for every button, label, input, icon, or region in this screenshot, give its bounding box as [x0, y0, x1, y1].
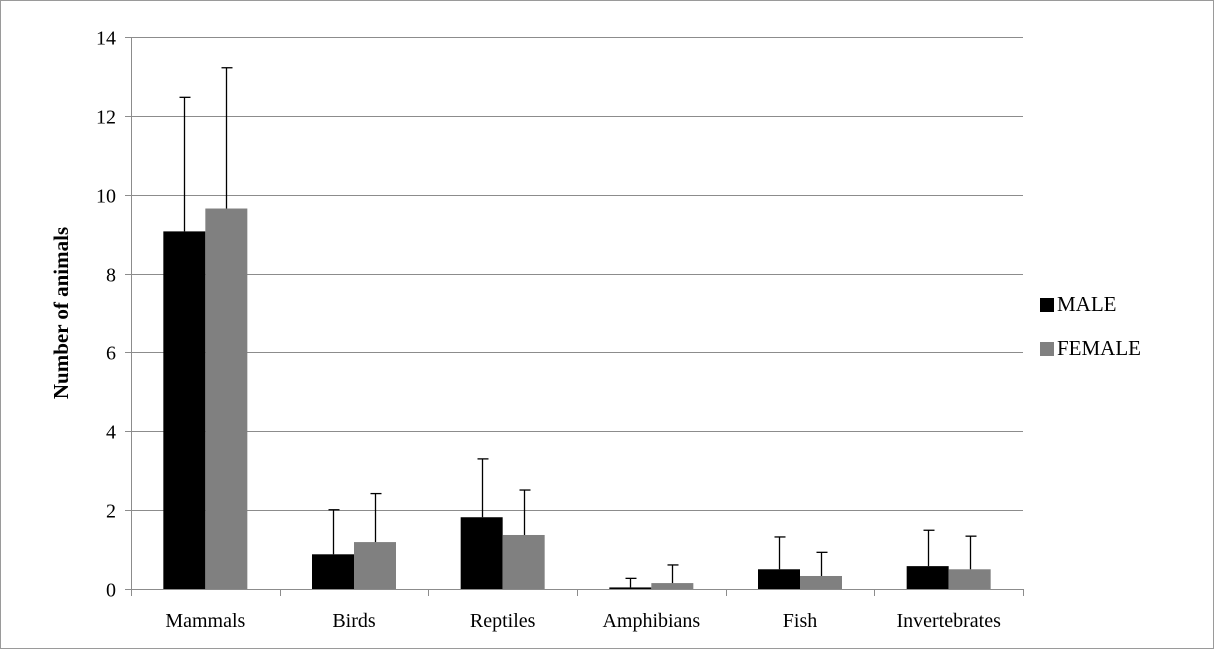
- x-category-label: Birds: [332, 610, 376, 632]
- y-tick-label: 2: [106, 501, 116, 523]
- bar-male: [758, 569, 800, 589]
- legend-swatch-female: [1040, 342, 1054, 356]
- axes: [125, 37, 1024, 596]
- x-category-label: Reptiles: [470, 610, 536, 632]
- bar-female: [502, 534, 545, 589]
- y-tick-label: 6: [106, 343, 116, 365]
- x-category-label: Invertebrates: [896, 610, 1001, 632]
- bar-female: [205, 208, 248, 589]
- legend-label-female: FEMALE: [1057, 336, 1141, 360]
- y-tick-label: 8: [106, 265, 116, 287]
- axis-labels: 0 2 4 6 8 10 12 14 Mammals Birds Reptiles Amphibian…: [96, 28, 1001, 633]
- bar-female: [948, 569, 991, 589]
- legend-swatch-male: [1040, 298, 1054, 312]
- bar-male: [609, 587, 652, 589]
- bars: [163, 208, 991, 589]
- bar-female: [354, 542, 396, 589]
- y-tick-label: 12: [96, 107, 116, 129]
- bar-male: [163, 231, 206, 589]
- bar-female: [800, 575, 842, 589]
- y-tick-label: 14: [96, 28, 116, 50]
- bar-male: [312, 554, 354, 589]
- legend: MALE FEMALE: [1040, 292, 1141, 360]
- bar-male: [906, 566, 949, 589]
- x-category-label: Mammals: [165, 610, 245, 632]
- gridlines: [131, 37, 1023, 511]
- y-tick-label: 0: [106, 580, 116, 602]
- y-tick-label: 10: [96, 186, 116, 208]
- legend-label-male: MALE: [1057, 292, 1117, 316]
- error-bars: [179, 67, 977, 588]
- x-category-label: Fish: [783, 610, 817, 632]
- y-axis-title: Number of animals: [49, 227, 73, 399]
- bar-male: [460, 517, 503, 589]
- x-category-label: Amphibians: [602, 610, 700, 632]
- bar-female: [651, 583, 694, 589]
- y-tick-label: 4: [106, 422, 116, 444]
